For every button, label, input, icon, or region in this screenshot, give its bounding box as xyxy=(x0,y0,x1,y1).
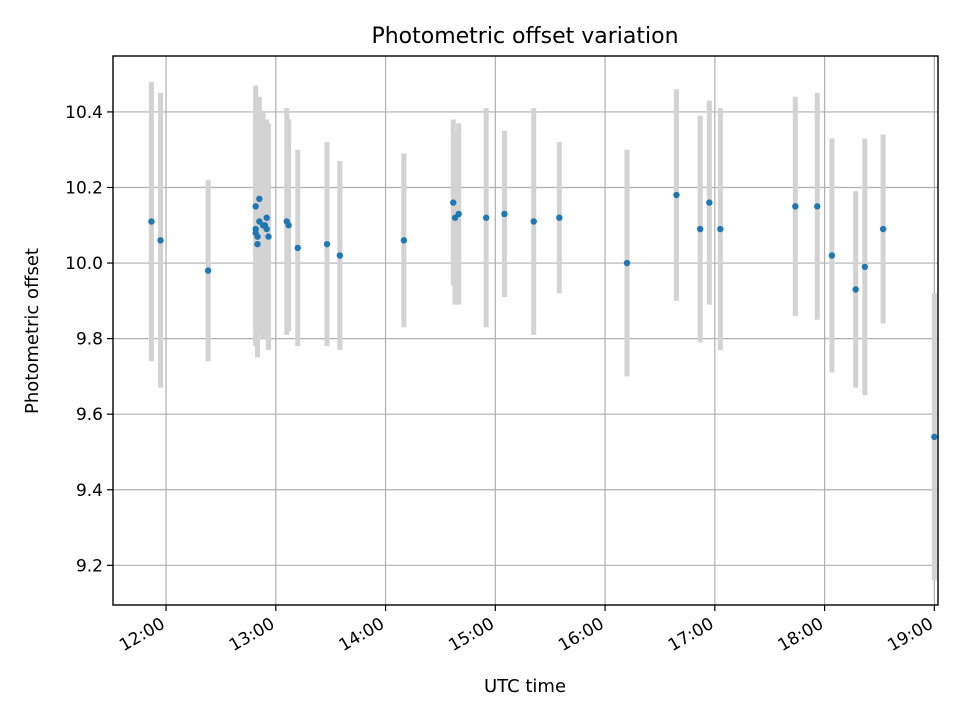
data-point xyxy=(931,433,938,441)
data-point xyxy=(294,244,301,252)
y-tick-label: 10.4 xyxy=(65,103,103,123)
data-point xyxy=(263,214,270,221)
x-tick-label: 13:00 xyxy=(226,614,278,656)
data-point xyxy=(323,240,331,248)
plot-frame xyxy=(112,55,939,606)
data-point xyxy=(148,218,155,225)
data-point xyxy=(157,237,164,244)
x-tick-label: 17:00 xyxy=(665,614,717,656)
x-tick-label: 12:00 xyxy=(116,614,168,656)
data-point xyxy=(254,240,261,248)
x-axis-ticks: 12:00 13:00 14:00 15:00 16:00 17:00 18:00 19:00 xyxy=(116,605,937,656)
y-tick-label: 10.2 xyxy=(65,178,103,198)
data-point xyxy=(265,233,272,240)
x-tick-label: 18:00 xyxy=(775,614,827,656)
data-point xyxy=(861,263,869,271)
data-point xyxy=(879,225,887,233)
data-point xyxy=(623,259,631,267)
grid xyxy=(113,56,938,605)
error-bars xyxy=(148,81,937,581)
y-tick-label: 9.8 xyxy=(76,330,103,350)
y-tick-label: 10.0 xyxy=(65,254,103,274)
x-tick-label: 14:00 xyxy=(336,614,388,656)
data-point xyxy=(254,233,261,240)
chart-title: Photometric offset variation xyxy=(371,24,678,49)
data-point xyxy=(852,286,859,293)
y-axis-ticks: 9.2 9.4 9.6 9.8 10.0 10.2 10.4 xyxy=(65,103,113,576)
data-point xyxy=(828,252,836,259)
data-point xyxy=(450,199,457,206)
data-point xyxy=(814,203,821,210)
x-tick-label: 16:00 xyxy=(555,614,607,656)
x-tick-label: 19:00 xyxy=(884,614,936,656)
data-point xyxy=(482,214,490,221)
data-point xyxy=(696,225,704,233)
data-point xyxy=(717,225,724,233)
y-axis-label: Photometric offset xyxy=(22,248,43,414)
data-point xyxy=(336,252,344,259)
data-point xyxy=(673,191,680,199)
x-tick-label: 15:00 xyxy=(445,614,497,656)
data-point xyxy=(792,203,799,210)
data-point xyxy=(501,210,508,218)
data-point xyxy=(400,237,408,244)
data-point xyxy=(285,222,292,229)
y-tick-label: 9.4 xyxy=(76,481,103,501)
data-points xyxy=(148,191,938,441)
y-tick-label: 9.6 xyxy=(76,405,103,425)
data-point xyxy=(252,203,259,210)
data-point xyxy=(706,199,713,206)
x-axis-label: UTC time xyxy=(484,676,566,697)
data-point xyxy=(556,214,563,221)
data-point xyxy=(530,218,537,225)
data-point xyxy=(256,195,263,203)
data-point xyxy=(455,210,462,218)
y-tick-label: 9.2 xyxy=(76,556,103,576)
data-point xyxy=(263,225,270,233)
data-point xyxy=(204,267,212,274)
